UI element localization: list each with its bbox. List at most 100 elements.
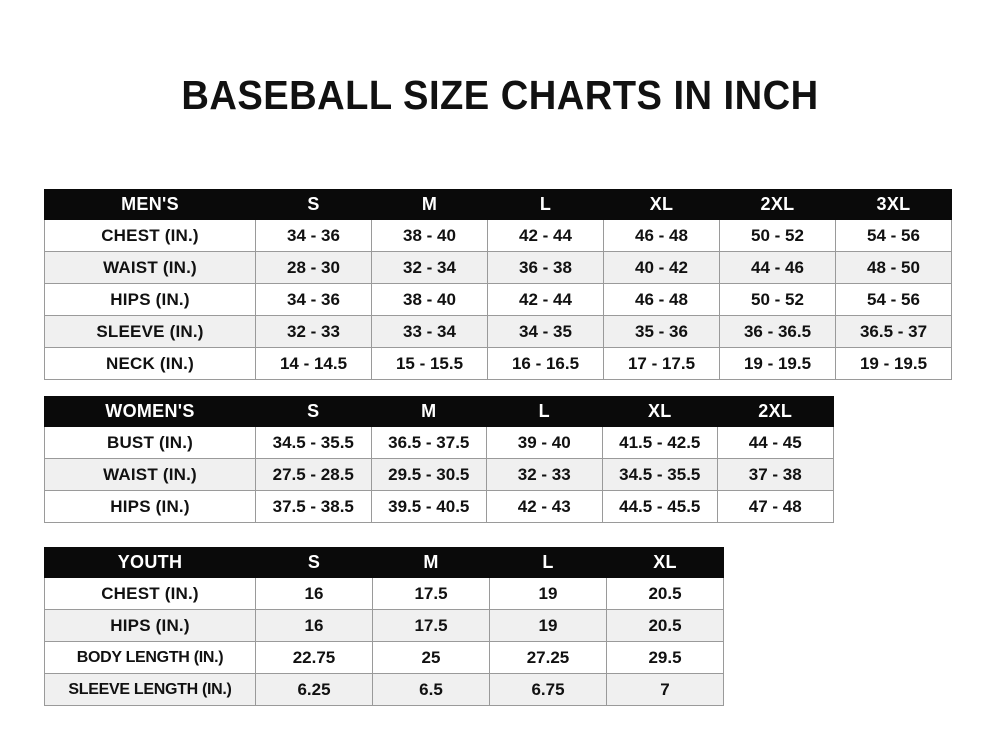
womens-header-size-xl: XL [601,396,718,427]
mens-cell-xl: 17 - 17.5 [603,347,720,380]
mens-header-size-m: M [371,189,488,220]
womens-header-size-s: S [255,396,372,427]
mens-cell-m: 38 - 40 [371,283,488,316]
womens-header-size-m: M [370,396,487,427]
womens-cell-l: 32 - 33 [486,458,603,491]
mens-header-size-3xl: 3XL [835,189,952,220]
womens-cell-xl: 41.5 - 42.5 [601,426,718,459]
youth-row-label: BODY LENGTH (IN.) [44,641,256,674]
womens-cell-m: 39.5 - 40.5 [370,490,487,523]
mens-header-size-s: S [255,189,372,220]
mens-cell-m: 32 - 34 [371,251,488,284]
womens-size-table: WOMEN'S S M L XL 2XL BUST (IN.) 34.5 - 35.5 36.… [44,396,834,523]
mens-cell-2xl: 36 - 36.5 [719,315,836,348]
mens-cell-3xl: 54 - 56 [835,283,952,316]
youth-table-row: SLEEVE LENGTH (IN.) 6.25 6.5 6.75 7 [44,673,724,706]
mens-cell-s: 32 - 33 [255,315,372,348]
mens-cell-xl: 40 - 42 [603,251,720,284]
womens-table-row: BUST (IN.) 34.5 - 35.5 36.5 - 37.5 39 - 40 4… [44,426,834,459]
mens-cell-l: 36 - 38 [487,251,604,284]
mens-cell-xl: 35 - 36 [603,315,720,348]
mens-cell-2xl: 44 - 46 [719,251,836,284]
mens-cell-2xl: 50 - 52 [719,219,836,252]
mens-cell-2xl: 19 - 19.5 [719,347,836,380]
mens-table-row: NECK (IN.) 14 - 14.5 15 - 15.5 16 - 16.5 17 … [44,347,952,380]
youth-cell-m: 17.5 [372,609,490,642]
mens-cell-2xl: 50 - 52 [719,283,836,316]
mens-table-row: SLEEVE (IN.) 32 - 33 33 - 34 34 - 35 35 - 36… [44,315,952,348]
mens-cell-s: 34 - 36 [255,283,372,316]
youth-table-row: CHEST (IN.) 16 17.5 19 20.5 [44,577,724,610]
womens-cell-l: 39 - 40 [486,426,603,459]
mens-row-label: SLEEVE (IN.) [44,315,256,348]
mens-row-label: HIPS (IN.) [44,283,256,316]
youth-header-row: YOUTH S M L XL [44,547,724,578]
mens-row-label: NECK (IN.) [44,347,256,380]
youth-cell-s: 6.25 [255,673,373,706]
youth-row-label: HIPS (IN.) [44,609,256,642]
youth-cell-xl: 20.5 [606,577,724,610]
youth-header-category: YOUTH [44,547,256,578]
mens-row-label: WAIST (IN.) [44,251,256,284]
youth-cell-xl: 20.5 [606,609,724,642]
mens-cell-m: 38 - 40 [371,219,488,252]
mens-table-row: HIPS (IN.) 34 - 36 38 - 40 42 - 44 46 - 48 50… [44,283,952,316]
mens-table-head: MEN'S S M L XL 2XL 3XL [44,189,952,220]
youth-header-size-s: S [255,547,373,578]
mens-header-size-xl: XL [603,189,720,220]
womens-cell-2xl: 37 - 38 [717,458,834,491]
mens-header-category: MEN'S [44,189,256,220]
mens-cell-m: 33 - 34 [371,315,488,348]
womens-cell-2xl: 47 - 48 [717,490,834,523]
mens-cell-xl: 46 - 48 [603,283,720,316]
mens-header-size-2xl: 2XL [719,189,836,220]
mens-table-row: CHEST (IN.) 34 - 36 38 - 40 42 - 44 46 - 48 5… [44,219,952,252]
youth-cell-xl: 29.5 [606,641,724,674]
mens-row-label: CHEST (IN.) [44,219,256,252]
mens-cell-3xl: 19 - 19.5 [835,347,952,380]
mens-cell-3xl: 54 - 56 [835,219,952,252]
mens-cell-l: 34 - 35 [487,315,604,348]
mens-cell-m: 15 - 15.5 [371,347,488,380]
youth-header-size-xl: XL [606,547,724,578]
mens-cell-3xl: 36.5 - 37 [835,315,952,348]
youth-cell-l: 19 [489,609,607,642]
womens-table-body: BUST (IN.) 34.5 - 35.5 36.5 - 37.5 39 - 40 4… [44,426,834,523]
youth-table-body: CHEST (IN.) 16 17.5 19 20.5 HIPS (IN.) 16 17.5 1… [44,577,724,706]
mens-header-row: MEN'S S M L XL 2XL 3XL [44,189,952,220]
womens-cell-m: 29.5 - 30.5 [370,458,487,491]
youth-row-label: CHEST (IN.) [44,577,256,610]
youth-header-size-l: L [489,547,607,578]
womens-cell-l: 42 - 43 [486,490,603,523]
womens-cell-s: 34.5 - 35.5 [255,426,372,459]
youth-cell-s: 22.75 [255,641,373,674]
mens-cell-3xl: 48 - 50 [835,251,952,284]
womens-cell-s: 37.5 - 38.5 [255,490,372,523]
youth-cell-s: 16 [255,577,373,610]
youth-cell-m: 6.5 [372,673,490,706]
womens-table-row: HIPS (IN.) 37.5 - 38.5 39.5 - 40.5 42 - 43 4… [44,490,834,523]
mens-table-row: WAIST (IN.) 28 - 30 32 - 34 36 - 38 40 - 42 4… [44,251,952,284]
mens-header-size-l: L [487,189,604,220]
womens-cell-m: 36.5 - 37.5 [370,426,487,459]
youth-table-row: HIPS (IN.) 16 17.5 19 20.5 [44,609,724,642]
youth-cell-l: 19 [489,577,607,610]
womens-cell-xl: 34.5 - 35.5 [601,458,718,491]
womens-header-row: WOMEN'S S M L XL 2XL [44,396,834,427]
youth-cell-l: 27.25 [489,641,607,674]
youth-cell-s: 16 [255,609,373,642]
womens-row-label: WAIST (IN.) [44,458,256,491]
mens-cell-s: 34 - 36 [255,219,372,252]
mens-size-table: MEN'S S M L XL 2XL 3XL CHEST (IN.) 34 - 36 38 - … [44,189,952,380]
womens-table-row: WAIST (IN.) 27.5 - 28.5 29.5 - 30.5 32 - 33… [44,458,834,491]
mens-table-body: CHEST (IN.) 34 - 36 38 - 40 42 - 44 46 - 48 5… [44,219,952,380]
mens-cell-l: 42 - 44 [487,283,604,316]
youth-cell-xl: 7 [606,673,724,706]
womens-row-label: BUST (IN.) [44,426,256,459]
youth-cell-m: 25 [372,641,490,674]
womens-header-size-l: L [486,396,603,427]
mens-cell-s: 28 - 30 [255,251,372,284]
womens-cell-s: 27.5 - 28.5 [255,458,372,491]
mens-cell-l: 16 - 16.5 [487,347,604,380]
mens-cell-s: 14 - 14.5 [255,347,372,380]
